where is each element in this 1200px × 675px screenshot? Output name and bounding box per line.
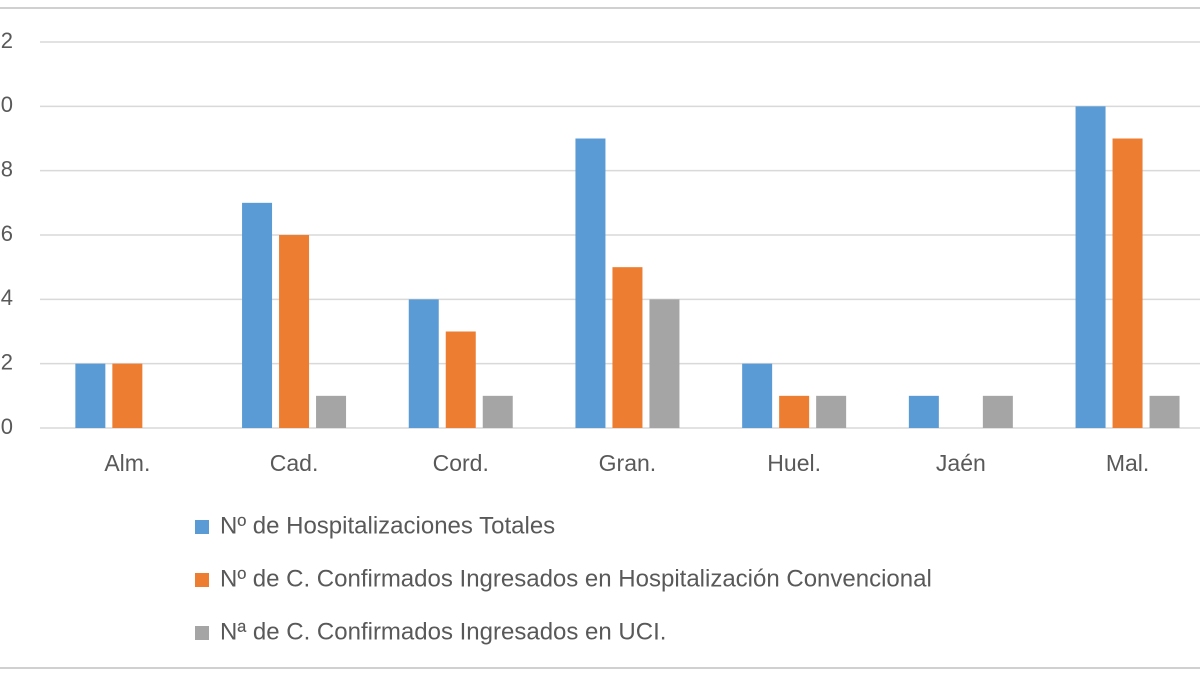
bar (408, 299, 439, 428)
bar (279, 235, 310, 428)
bar (112, 363, 143, 428)
legend-swatch (195, 626, 209, 640)
bar (316, 395, 347, 428)
bar (742, 363, 773, 428)
x-tick-label: Huel. (767, 450, 821, 476)
y-tick-label: 8 (1, 156, 13, 181)
legend-swatch (195, 520, 209, 534)
bar (779, 395, 810, 428)
bar (482, 395, 513, 428)
bar (908, 395, 939, 428)
y-tick-label: 4 (1, 285, 13, 310)
y-tick-label: 0 (1, 414, 13, 439)
y-tick-label: 6 (1, 221, 13, 246)
x-tick-label: Jaén (936, 450, 986, 476)
legend-label: Nª de C. Confirmados Ingresados en UCI. (220, 618, 666, 645)
bar (649, 299, 680, 428)
legend-swatch (195, 573, 209, 587)
bar (242, 202, 273, 428)
x-tick-label: Alm. (104, 450, 150, 476)
y-tick-label: 12 (0, 28, 13, 53)
x-tick-label: Gran. (599, 450, 657, 476)
legend-label: Nº de Hospitalizaciones Totales (220, 512, 555, 539)
bar (445, 331, 476, 428)
legend-label: Nº de C. Confirmados Ingresados en Hospi… (220, 565, 932, 592)
bar (1112, 138, 1143, 428)
y-tick-label: 2 (1, 349, 13, 374)
x-tick-label: Cad. (270, 450, 319, 476)
bar (575, 138, 606, 428)
bar (1149, 395, 1180, 428)
bar (1075, 106, 1106, 428)
x-tick-label: Mal. (1106, 450, 1149, 476)
bar (612, 267, 643, 428)
x-tick-label: Cord. (433, 450, 489, 476)
bar (982, 395, 1013, 428)
bar (75, 363, 106, 428)
bar (816, 395, 847, 428)
y-tick-label: 10 (0, 92, 13, 117)
